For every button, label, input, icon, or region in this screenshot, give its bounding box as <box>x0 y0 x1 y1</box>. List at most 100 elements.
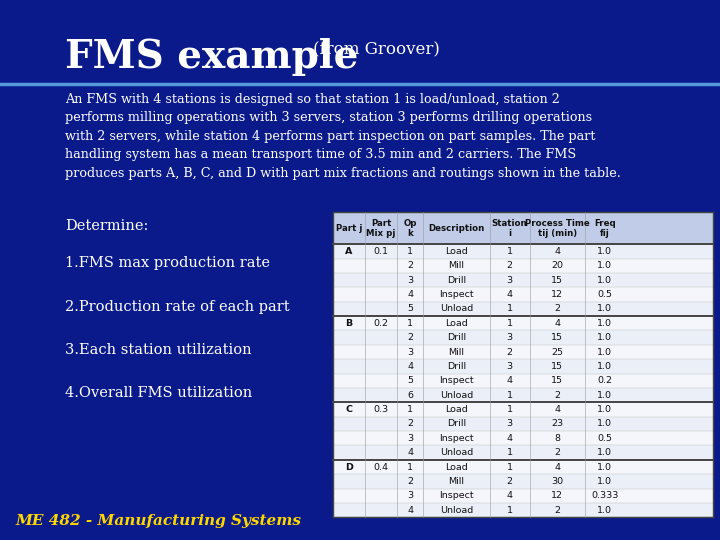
Bar <box>333 417 713 431</box>
Bar <box>333 503 713 517</box>
Text: Unload: Unload <box>440 448 473 457</box>
Text: 1.0: 1.0 <box>597 405 612 414</box>
Text: 3: 3 <box>507 276 513 285</box>
Text: 0.5: 0.5 <box>597 434 612 443</box>
Text: Part j: Part j <box>336 224 362 233</box>
Text: 3: 3 <box>507 362 513 371</box>
Text: 1.0: 1.0 <box>597 505 612 515</box>
Text: 0.2: 0.2 <box>597 376 612 385</box>
Text: 4: 4 <box>507 434 513 443</box>
Text: Inspect: Inspect <box>439 491 474 500</box>
Text: 6: 6 <box>408 390 413 400</box>
Text: 4: 4 <box>408 448 413 457</box>
Text: Load: Load <box>445 405 468 414</box>
Text: Mill: Mill <box>449 348 464 356</box>
Text: Description: Description <box>428 224 485 233</box>
Bar <box>333 402 713 417</box>
Text: 1: 1 <box>408 463 413 471</box>
Text: 4: 4 <box>554 463 560 471</box>
Text: 1.FMS max production rate: 1.FMS max production rate <box>65 256 270 271</box>
Text: ME 482 - Manufacturing Systems: ME 482 - Manufacturing Systems <box>16 514 302 528</box>
Text: FMS example: FMS example <box>65 38 358 76</box>
Text: 2: 2 <box>408 261 413 271</box>
Text: 1: 1 <box>507 319 513 328</box>
Text: 8: 8 <box>554 434 560 443</box>
Bar <box>333 374 713 388</box>
Text: 1: 1 <box>507 463 513 471</box>
Text: 1: 1 <box>507 448 513 457</box>
Bar <box>333 212 713 244</box>
Text: Mill: Mill <box>449 261 464 271</box>
Text: 2: 2 <box>408 477 413 486</box>
Text: 15: 15 <box>551 276 563 285</box>
Text: 1.0: 1.0 <box>597 305 612 313</box>
Text: 4.Overall FMS utilization: 4.Overall FMS utilization <box>65 386 252 400</box>
Text: 4: 4 <box>554 247 560 256</box>
Bar <box>333 287 713 302</box>
Text: 4: 4 <box>507 290 513 299</box>
Text: Determine:: Determine: <box>65 219 148 233</box>
Text: 3: 3 <box>407 434 413 443</box>
Text: 2: 2 <box>554 448 560 457</box>
Bar <box>333 345 713 359</box>
Text: 1: 1 <box>507 390 513 400</box>
Text: 1.0: 1.0 <box>597 333 612 342</box>
Text: 1: 1 <box>507 305 513 313</box>
Text: Unload: Unload <box>440 505 473 515</box>
Text: 30: 30 <box>551 477 563 486</box>
Text: 3: 3 <box>407 276 413 285</box>
Text: Mill: Mill <box>449 477 464 486</box>
Text: 2: 2 <box>507 348 513 356</box>
Text: 1: 1 <box>408 247 413 256</box>
Text: 0.333: 0.333 <box>591 491 618 500</box>
Text: Drill: Drill <box>447 420 466 428</box>
Text: 4: 4 <box>507 491 513 500</box>
Text: 20: 20 <box>551 261 563 271</box>
Bar <box>333 259 713 273</box>
Text: Load: Load <box>445 247 468 256</box>
Text: 1: 1 <box>507 405 513 414</box>
Text: 1.0: 1.0 <box>597 420 612 428</box>
Text: 1.0: 1.0 <box>597 362 612 371</box>
Text: 1: 1 <box>408 405 413 414</box>
Text: A: A <box>345 247 353 256</box>
Text: 1.0: 1.0 <box>597 247 612 256</box>
Text: 4: 4 <box>408 505 413 515</box>
Text: Op
k: Op k <box>403 219 417 238</box>
Text: 15: 15 <box>551 333 563 342</box>
Text: 2: 2 <box>554 390 560 400</box>
Text: 23: 23 <box>551 420 563 428</box>
Text: An FMS with 4 stations is designed so that station 1 is load/unload, station 2
p: An FMS with 4 stations is designed so th… <box>65 93 621 180</box>
Text: 1: 1 <box>507 247 513 256</box>
Text: 2: 2 <box>554 505 560 515</box>
Text: 2: 2 <box>554 305 560 313</box>
Text: Inspect: Inspect <box>439 376 474 385</box>
Text: 5: 5 <box>408 376 413 385</box>
Bar <box>333 273 713 287</box>
Bar <box>333 460 713 474</box>
Text: Inspect: Inspect <box>439 290 474 299</box>
Text: 1.0: 1.0 <box>597 463 612 471</box>
Text: 25: 25 <box>551 348 563 356</box>
Text: 12: 12 <box>551 290 563 299</box>
Text: Unload: Unload <box>440 305 473 313</box>
Text: C: C <box>346 405 352 414</box>
Text: B: B <box>345 319 352 328</box>
Text: 3.Each station utilization: 3.Each station utilization <box>65 343 251 357</box>
Text: 2.Production rate of each part: 2.Production rate of each part <box>65 300 289 314</box>
Text: Part
Mix pj: Part Mix pj <box>366 219 396 238</box>
Bar <box>333 431 713 445</box>
Text: 1.0: 1.0 <box>597 477 612 486</box>
Text: 2: 2 <box>408 333 413 342</box>
Text: Unload: Unload <box>440 390 473 400</box>
Text: 4: 4 <box>408 290 413 299</box>
Text: Station
i: Station i <box>492 219 528 238</box>
Text: Load: Load <box>445 319 468 328</box>
Bar <box>333 330 713 345</box>
Text: 1.0: 1.0 <box>597 319 612 328</box>
Text: Drill: Drill <box>447 276 466 285</box>
Bar <box>333 474 713 489</box>
Text: (from Groover): (from Groover) <box>313 40 440 57</box>
Text: Freq
fij: Freq fij <box>594 219 616 238</box>
Text: Inspect: Inspect <box>439 434 474 443</box>
